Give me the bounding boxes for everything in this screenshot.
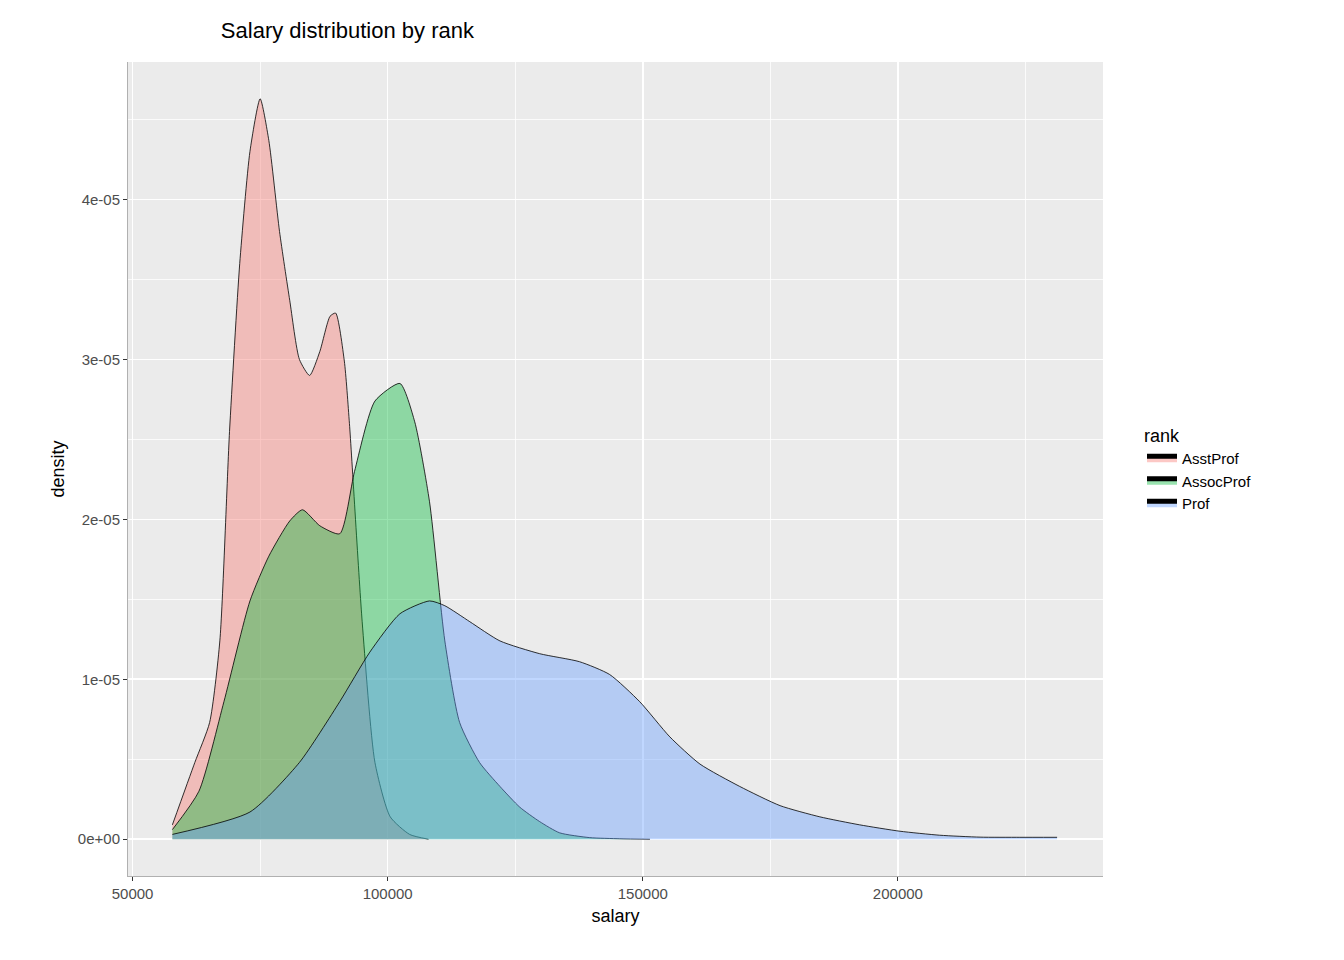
svg-text:Prof: Prof: [1182, 495, 1210, 512]
svg-text:1e-05: 1e-05: [82, 671, 120, 688]
svg-text:Salary distribution by rank: Salary distribution by rank: [221, 18, 475, 43]
svg-text:50000: 50000: [112, 885, 154, 902]
svg-text:rank: rank: [1144, 426, 1180, 446]
svg-text:salary: salary: [591, 906, 639, 926]
svg-text:0e+00: 0e+00: [78, 830, 120, 847]
svg-text:2e-05: 2e-05: [82, 511, 120, 528]
svg-text:4e-05: 4e-05: [82, 191, 120, 208]
svg-text:150000: 150000: [618, 885, 668, 902]
svg-text:AsstProf: AsstProf: [1182, 450, 1240, 467]
svg-text:density: density: [48, 440, 68, 497]
svg-text:3e-05: 3e-05: [82, 351, 120, 368]
svg-text:AssocProf: AssocProf: [1182, 473, 1251, 490]
svg-text:200000: 200000: [873, 885, 923, 902]
svg-text:100000: 100000: [363, 885, 413, 902]
